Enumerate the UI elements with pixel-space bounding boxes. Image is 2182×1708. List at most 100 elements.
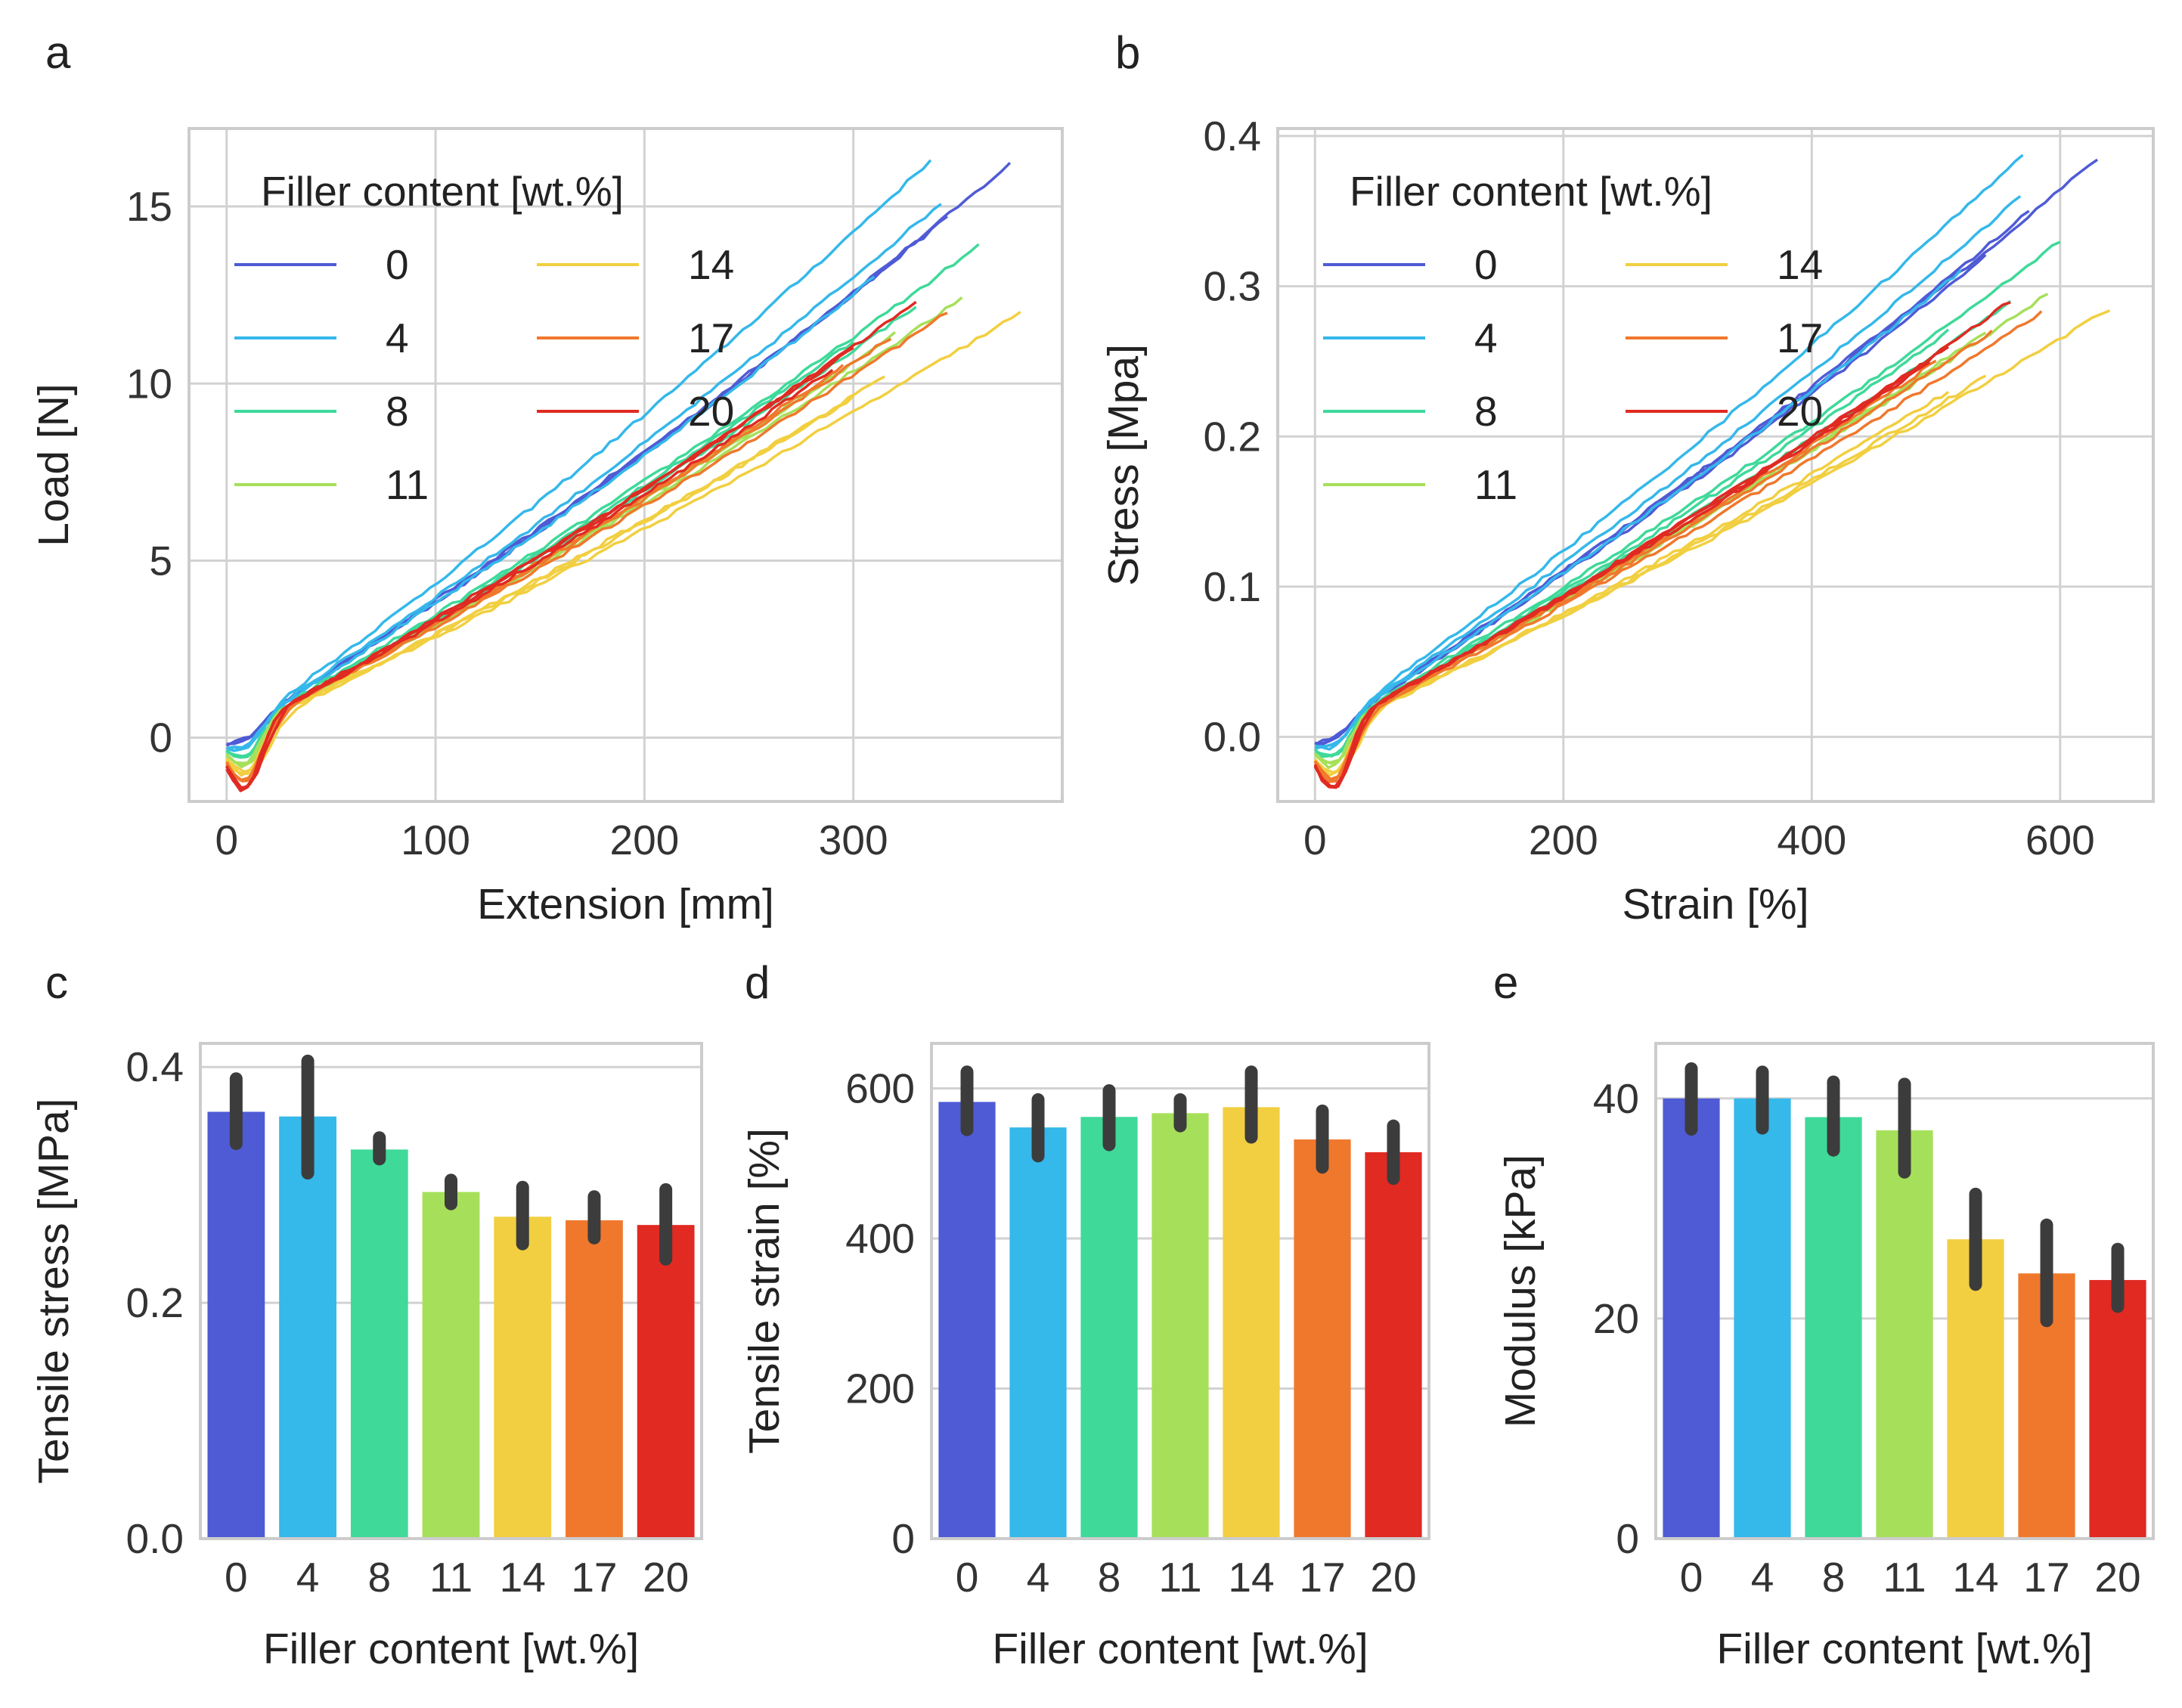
ticks-e: 0 20 40 0 4 8 11 14 17 20	[1593, 1075, 2141, 1601]
x-tick-label: 4	[1751, 1554, 1774, 1601]
panel-letter-e: e	[1493, 957, 1518, 1008]
x-tick-label: 8	[1098, 1554, 1121, 1601]
y-tick-label: 5	[149, 537, 172, 584]
legend-title-b: Filler content [wt.%]	[1350, 168, 1712, 215]
series-line-8-run1	[1314, 240, 2061, 758]
bar-0	[938, 1102, 996, 1539]
x-tick-label: 4	[1027, 1554, 1050, 1601]
series-line-4-run3	[1315, 268, 1962, 751]
bar-8	[350, 1149, 408, 1539]
series-line-17-run3	[225, 364, 845, 783]
x-tick-label: 4	[296, 1554, 320, 1601]
series-line-14-run1	[225, 311, 1021, 773]
x-tick-label: 200	[609, 817, 679, 863]
y-tick-label: 40	[1593, 1075, 1639, 1122]
y-tick-label: 400	[845, 1215, 915, 1262]
x-tick-label: 14	[1952, 1554, 1998, 1601]
x-tick-label: 0	[215, 817, 238, 863]
series-line-17-run1	[1313, 310, 2043, 782]
panel-letter-d: d	[745, 957, 770, 1008]
y-tick-label: 0.1	[1204, 563, 1261, 610]
x-tick-label: 300	[819, 817, 888, 863]
chart-tensile-strain-bars: 0 200 400 600 0 4 8 11 14 17 20 Filler content [wt…	[740, 1042, 1430, 1673]
bar-11	[422, 1192, 480, 1539]
y-axis-label-a: Load [N]	[29, 383, 78, 546]
panel-letter-a: a	[45, 27, 71, 78]
series-line-20-run3	[1313, 361, 1931, 789]
plot-frame-a	[188, 127, 1064, 803]
legend-label-11: 11	[386, 461, 429, 508]
series-line-17-run2	[1313, 329, 1993, 781]
bar-14	[1223, 1107, 1280, 1539]
bar-4	[1734, 1098, 1791, 1539]
x-axis-label-c: Filler content [wt.%]	[263, 1625, 639, 1673]
bar-11	[1151, 1113, 1209, 1539]
x-tick-label: 0	[1680, 1554, 1703, 1601]
x-axis-label-d: Filler content [wt.%]	[992, 1625, 1368, 1673]
x-tick-label: 100	[401, 817, 470, 863]
x-tick-label: 17	[2023, 1554, 2069, 1601]
bar-14	[494, 1217, 552, 1539]
series-line-17-run3	[1313, 359, 1937, 783]
legend-label-4: 4	[1474, 315, 1498, 361]
series-line-14-run1	[1314, 309, 2111, 774]
y-tick-label: 0	[891, 1515, 915, 1562]
x-tick-label: 20	[1370, 1554, 1416, 1601]
x-tick-label: 0	[1303, 817, 1327, 863]
y-tick-label: 0.0	[126, 1515, 184, 1562]
y-tick-label: 10	[126, 360, 172, 407]
chart-modulus-bars: 0 20 40 0 4 8 11 14 17 20 Filler content [wt.%] M…	[1496, 1042, 2155, 1673]
bars-e	[1663, 1062, 2146, 1539]
bar-8	[1080, 1117, 1138, 1539]
panel-letter-b: b	[1115, 27, 1140, 78]
lines-b	[1313, 153, 2111, 789]
bar-4	[279, 1116, 336, 1539]
y-tick-label: 0	[149, 715, 172, 761]
legend-label-17: 17	[688, 315, 734, 361]
plot-frame-b	[1276, 127, 2155, 803]
y-tick-label: 0.3	[1204, 263, 1261, 310]
x-axis-label-e: Filler content [wt.%]	[1716, 1625, 2092, 1673]
legend-label-20: 20	[688, 388, 734, 435]
bars-c	[207, 1054, 695, 1539]
legend-label-4: 4	[386, 315, 409, 361]
y-tick-label: 0.2	[1204, 413, 1261, 460]
legend-label-20: 20	[1777, 388, 1823, 435]
y-tick-label: 20	[1593, 1295, 1639, 1342]
ticks-c: 0.0 0.2 0.4 0 4 8 11 14 17 20	[126, 1043, 690, 1601]
y-tick-label: 0.4	[126, 1043, 184, 1090]
x-tick-label: 11	[1158, 1554, 1201, 1601]
y-tick-label: 0.4	[1204, 113, 1261, 160]
x-tick-label: 17	[571, 1554, 617, 1601]
x-tick-label: 11	[429, 1554, 473, 1601]
legend-b: Filler content [wt.%] 0 4 8 11 14 17 20	[1323, 168, 1823, 508]
y-tick-label: 0.0	[1204, 714, 1261, 761]
y-tick-label: 0	[1616, 1515, 1639, 1562]
series-line-4-run3	[226, 275, 876, 752]
series-line-14-run3	[225, 395, 854, 776]
panel-letter-c: c	[45, 957, 68, 1008]
lines-a	[225, 159, 1021, 792]
legend-label-11: 11	[1474, 461, 1517, 508]
y-tick-label: 200	[845, 1365, 915, 1412]
legend-label-8: 8	[1474, 388, 1498, 435]
series-line-8-run3	[1314, 328, 1950, 758]
x-tick-label: 600	[2025, 817, 2095, 863]
series-line-4-run1	[1315, 153, 2024, 749]
bar-8	[1805, 1117, 1862, 1539]
plot-frame-e	[1654, 1042, 2155, 1540]
series-line-4-run1	[226, 159, 932, 750]
legend-label-0: 0	[386, 241, 409, 288]
bar-17	[566, 1220, 623, 1539]
x-tick-label: 11	[1883, 1554, 1926, 1601]
x-tick-label: 17	[1299, 1554, 1345, 1601]
x-axis-label-a: Extension [mm]	[477, 880, 774, 928]
series-line-14-run3	[1314, 390, 1950, 777]
x-tick-label: 8	[1822, 1554, 1846, 1601]
x-axis-label-b: Strain [%]	[1622, 880, 1809, 928]
series-line-4-run2	[226, 203, 942, 752]
y-axis-label-c: Tensile stress [MPa]	[29, 1099, 78, 1484]
